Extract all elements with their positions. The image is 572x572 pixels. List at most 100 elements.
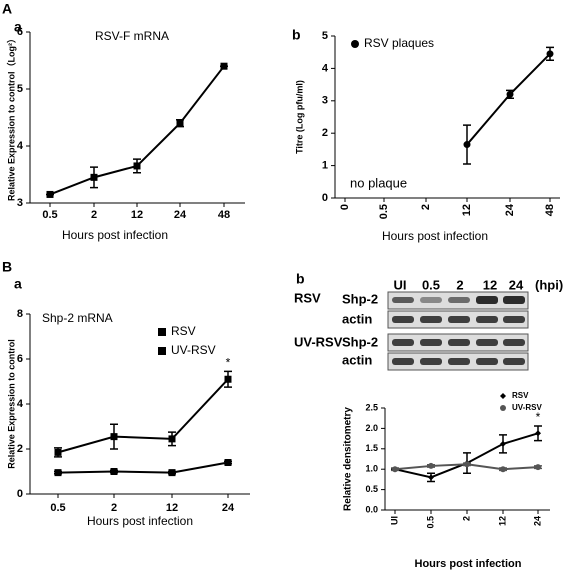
x-axis-label: Hours post infection (87, 514, 193, 528)
x-tick-label: 24 (504, 203, 516, 216)
marker (158, 328, 166, 336)
marker (506, 90, 514, 98)
x-tick-label: 24 (174, 209, 187, 221)
legend-label: UV-RSV (512, 403, 542, 412)
y-tick-label: 3 (17, 197, 23, 209)
blot-group: RSV (294, 290, 321, 305)
marker (463, 141, 471, 149)
marker (546, 50, 554, 58)
marker (500, 393, 506, 399)
y-tick-label: 2.5 (365, 402, 378, 412)
chart-title: Shp-2 mRNA (42, 311, 113, 325)
blot-lane: 24 (509, 277, 524, 292)
marker (158, 347, 166, 355)
marker (176, 119, 184, 127)
marker (392, 466, 398, 473)
marker (168, 435, 176, 443)
x-tick-label: 2 (91, 209, 97, 221)
marker (500, 440, 506, 447)
blot-lane: 12 (483, 277, 497, 292)
marker (133, 162, 141, 170)
marker (500, 466, 506, 473)
chart-title: RSV-F mRNA (95, 29, 169, 43)
y-tick-label: 3 (322, 95, 328, 107)
panel-label: a (14, 276, 22, 292)
chart: 3 4 5 6 0.5 2 12 24 48 Relative Expression to con… (6, 26, 245, 242)
x-tick-label: 48 (218, 209, 230, 221)
x-axis-label: Hours post infection (382, 229, 488, 243)
bands (392, 296, 525, 365)
y-tick-label: 0.0 (365, 504, 378, 514)
panel-label: B (2, 259, 12, 275)
y-tick-label: 2 (17, 443, 23, 455)
panel-label: a (14, 19, 22, 35)
marker (500, 405, 506, 411)
blot-row: Shp-2 (342, 291, 378, 306)
y-tick-label: 8 (17, 308, 23, 320)
blot-unit: (hpi) (535, 277, 563, 292)
legend-label: RSV plaques (364, 36, 434, 50)
western-blot: RSV UV-RSV Shp-2 actin Shp-2 actin (hpi) (294, 277, 563, 371)
x-axis-label: Hours post infection (415, 558, 522, 570)
x-axis-label: Hours post infection (62, 228, 168, 242)
marker (535, 464, 541, 471)
y-tick-label: 4 (17, 398, 24, 410)
x-tick-label: 12 (497, 516, 507, 526)
x-tick-label: UI (389, 516, 399, 525)
blot-lane: 0.5 (422, 277, 440, 292)
y-tick-label: 4 (17, 140, 24, 152)
series-line (57, 461, 229, 474)
y-tick-label: 2.0 (365, 423, 378, 433)
y-tick-label: 5 (322, 30, 328, 42)
blot-group: UV-RSV (294, 334, 343, 349)
y-tick-label: 5 (17, 83, 23, 95)
annotation: * (226, 356, 231, 370)
x-tick-label: 0 (339, 204, 351, 210)
marker (428, 462, 434, 469)
series-line (466, 53, 551, 146)
panel-label: b (296, 271, 305, 287)
legend-label: UV-RSV (171, 343, 216, 357)
series-line (49, 65, 225, 196)
y-axis-label: Titre (Log pfu/ml) (294, 80, 304, 154)
y-tick-label: 1 (322, 160, 328, 172)
blot-lane: UI (394, 277, 407, 292)
marker (110, 433, 118, 441)
marker (535, 430, 541, 437)
y-tick-label: 4 (322, 62, 329, 74)
y-tick-label: 6 (17, 26, 23, 38)
marker (168, 469, 176, 477)
y-axis-label: Relative Expression to control（Log²） (6, 34, 16, 201)
x-tick-label: 24 (532, 516, 542, 526)
marker (224, 375, 232, 383)
blot-row: actin (342, 311, 372, 326)
marker (428, 474, 434, 481)
marker (220, 62, 228, 70)
marker (464, 461, 470, 468)
marker (224, 459, 232, 466)
x-tick-label: 12 (131, 209, 143, 221)
legend-label: RSV (171, 324, 196, 338)
x-tick-label: 0.5 (50, 502, 65, 514)
y-axis-label: Relative Expression to control (6, 339, 16, 469)
marker (90, 173, 98, 181)
marker (46, 190, 54, 198)
y-axis-label: Relative densitometry (343, 407, 354, 511)
marker (54, 448, 62, 456)
y-tick-label: 0 (322, 192, 328, 204)
blot-row: actin (342, 352, 372, 367)
marker (110, 468, 118, 475)
annotation: * (536, 410, 541, 424)
marker (351, 40, 359, 48)
panel-label: A (2, 1, 12, 17)
x-tick-label: 2 (420, 204, 432, 210)
series-line (57, 378, 229, 454)
y-tick-label: 1.5 (365, 443, 378, 453)
y-tick-label: 0 (17, 488, 23, 500)
x-tick-label: 24 (222, 502, 235, 514)
y-tick-label: 6 (17, 353, 23, 365)
legend-label: RSV (512, 391, 529, 400)
chart: 0.0 0.5 1.0 1.5 2.0 2.5 UI 0.5 2 12 24 Relative den… (343, 391, 550, 570)
